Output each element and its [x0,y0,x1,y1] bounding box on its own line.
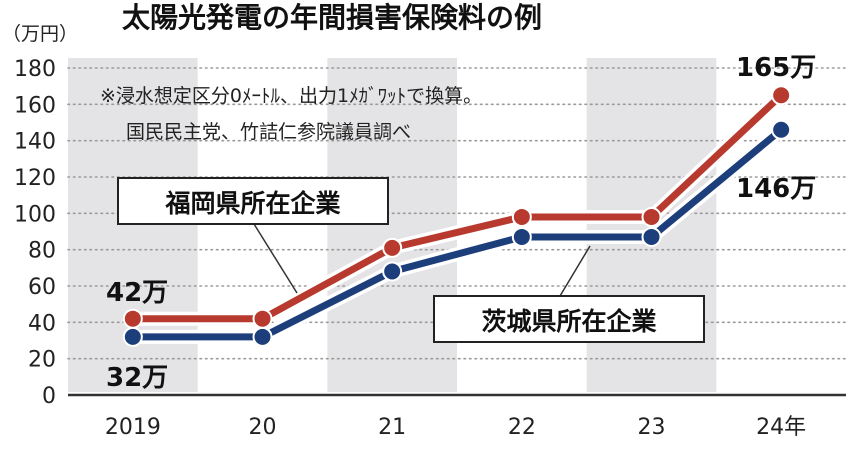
x-tick-label: 20 [249,415,277,440]
data-point [771,119,792,140]
y-tick-label: 80 [28,239,56,264]
data-point [511,226,532,247]
y-tick-label: 40 [28,311,56,336]
annotation-fukuoka-2019: 42万 [106,278,168,308]
y-tick-label: 120 [14,166,56,191]
data-point [382,261,403,282]
chart-title: 太陽光発電の年間損害保険料の例 [122,1,542,34]
note-line-2: 国民民主党、竹詰仁参院議員調べ [126,121,411,143]
alternating-column-bands [68,58,717,392]
legend-fukuoka: 福岡県所在企業 [117,177,389,294]
data-point [641,206,662,227]
legend-fukuoka-label: 福岡県所在企業 [164,189,340,218]
data-point [252,308,273,329]
series-line [129,126,785,341]
y-tick-label: 160 [14,93,56,118]
data-point [122,308,143,329]
data-point [641,226,662,247]
legend-ibaraki: 茨城県所在企業 [433,245,705,343]
legend-ibaraki-label: 茨城県所在企業 [481,307,656,336]
x-tick-label: 23 [638,415,666,440]
data-point [382,237,403,258]
legend-fukuoka-leader [253,223,298,294]
x-tick-labels: 2019 20 21 22 23 24年 [105,415,806,440]
legend-ibaraki-leader [559,245,591,297]
data-point [511,206,532,227]
data-point [122,326,143,347]
data-point [252,326,273,347]
series-lines [122,85,792,347]
y-unit-label: （万円） [2,23,78,45]
annotation-ibaraki-24: 146万 [736,174,816,204]
annotation-ibaraki-2019: 32万 [106,363,168,393]
y-tick-labels: 0 20 40 60 80 100 120 140 160 180 [14,57,56,409]
x-tick-label: 22 [508,415,536,440]
y-tick-label: 60 [28,275,56,300]
y-tick-label: 100 [14,202,56,227]
note-line-1: ※浸水想定区分0ﾒｰﾄﾙ、出力1ﾒｶﾞﾜｯﾄで換算。 [100,85,482,107]
annotation-fukuoka-24: 165万 [736,53,816,83]
y-tick-label: 0 [42,384,56,409]
legend-fukuoka-box [117,177,389,225]
y-tick-label: 140 [14,130,56,155]
x-tick-label: 21 [378,415,406,440]
series-line [129,91,785,323]
y-tick-label: 180 [14,57,56,82]
x-tick-label: 2019 [105,415,161,440]
y-tick-label: 20 [28,348,56,373]
x-tick-label: 24年 [756,415,806,440]
data-point [771,85,792,106]
legend-ibaraki-box [433,295,705,343]
